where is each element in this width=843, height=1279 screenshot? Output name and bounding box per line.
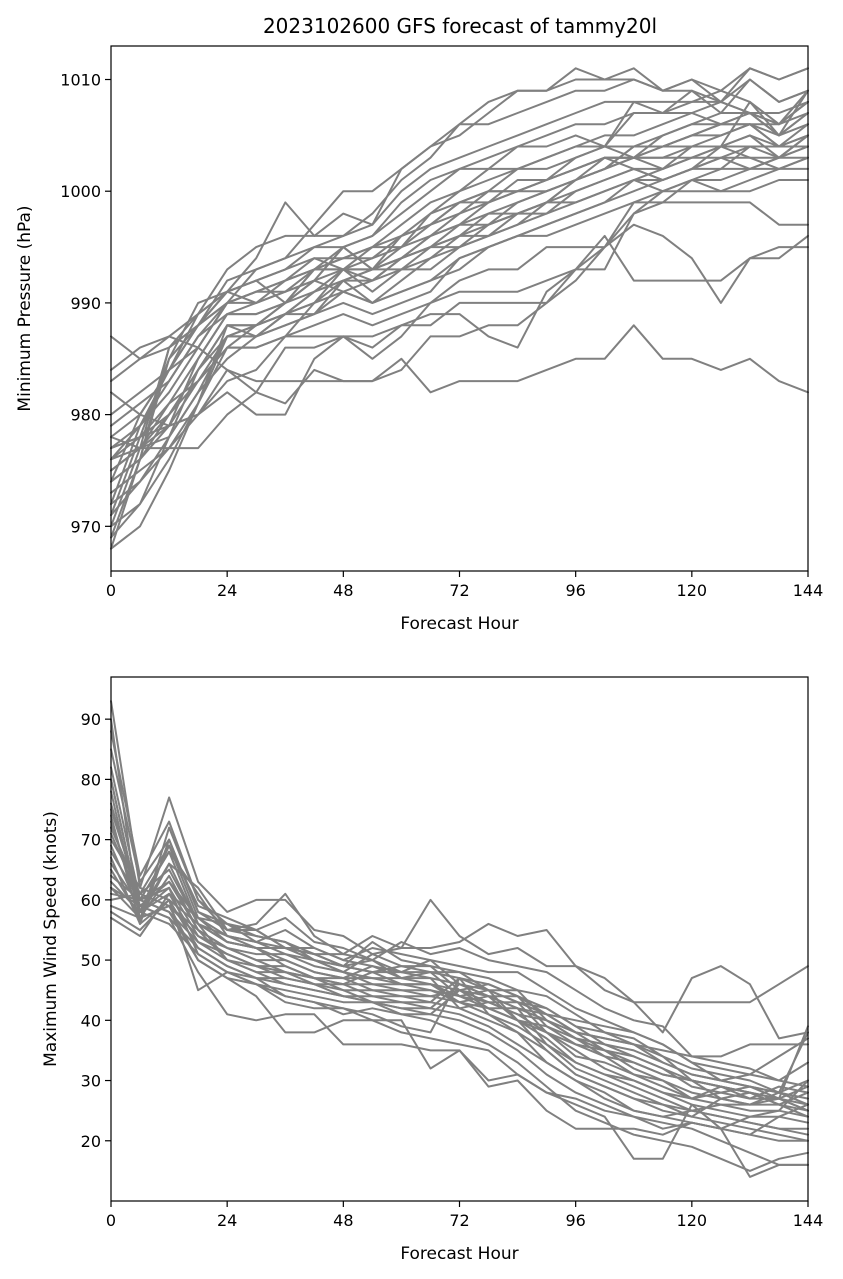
pressure-series-line-3 <box>110 223 809 450</box>
wind-series-line-25 <box>110 718 809 1100</box>
wind-x-tick-label: 120 <box>677 1211 708 1230</box>
pressure-series-line-31 <box>110 134 809 472</box>
pressure-y-axis-label: Minimum Pressure (hPa) <box>15 205 35 411</box>
pressure-series-line-25 <box>110 67 809 371</box>
figure-title: 2023102600 GFS forecast of tammy20l <box>263 14 657 38</box>
wind-series-line-28 <box>110 826 809 1082</box>
wind-series-line-29 <box>110 850 809 1094</box>
pressure-series-line-4 <box>110 201 809 472</box>
pressure-ticks-layer: 0 24 48 72 96 120 144 970 980 990 1000 1010 <box>60 71 823 600</box>
pressure-y-tick-label: 1010 <box>60 71 101 90</box>
wind-y-tick-label: 50 <box>81 951 101 970</box>
pressure-x-tick-label: 0 <box>106 581 116 600</box>
wind-y-tick-label: 60 <box>81 891 101 910</box>
pressure-x-axis-label: Forecast Hour <box>400 614 518 634</box>
pressure-x-tick-label: 48 <box>333 581 353 600</box>
wind-y-tick-label: 30 <box>81 1072 101 1091</box>
pressure-x-tick-label: 72 <box>449 581 469 600</box>
wind-ticks-layer: 0 24 48 72 96 120 144 20 30 40 50 60 70 80 90 <box>81 710 824 1230</box>
pressure-series-line-23 <box>110 78 809 550</box>
wind-x-axis-label: Forecast Hour <box>400 1244 518 1264</box>
pressure-x-tick-label: 24 <box>217 581 237 600</box>
pressure-y-tick-label: 970 <box>70 517 101 536</box>
pressure-series-line-18 <box>110 100 809 461</box>
wind-series-line-4 <box>110 766 809 1088</box>
wind-y-axis-label: Maximum Wind Speed (knots) <box>41 811 61 1067</box>
pressure-series-line-20 <box>110 112 809 505</box>
pressure-series-line-11 <box>110 134 809 483</box>
pressure-y-tick-label: 1000 <box>60 182 101 201</box>
wind-y-tick-label: 70 <box>81 831 101 850</box>
wind-y-tick-label: 90 <box>81 710 101 729</box>
wind-x-tick-label: 48 <box>333 1211 353 1230</box>
wind-chart: 0 24 48 72 96 120 144 20 30 40 50 60 70 80 90 Forecast… <box>41 676 824 1264</box>
wind-x-tick-label: 96 <box>565 1211 585 1230</box>
wind-series-line-6 <box>110 790 809 1112</box>
wind-series-layer <box>110 700 809 1178</box>
wind-plot-frame <box>110 676 809 1202</box>
pressure-x-tick-label: 120 <box>677 581 708 600</box>
pressure-y-tick-label: 980 <box>70 406 101 425</box>
wind-x-tick-label: 24 <box>217 1211 237 1230</box>
pressure-series-line-21 <box>110 89 809 528</box>
wind-series-line-18 <box>110 880 809 1136</box>
wind-y-tick-label: 20 <box>81 1132 101 1151</box>
pressure-y-tick-label: 990 <box>70 294 101 313</box>
pressure-series-line-16 <box>110 100 809 427</box>
pressure-series-line-26 <box>110 67 809 383</box>
wind-series-line-1 <box>110 700 809 1004</box>
pressure-x-tick-label: 144 <box>793 581 824 600</box>
pressure-x-tick-label: 96 <box>565 581 585 600</box>
pressure-series-line-30 <box>110 134 809 483</box>
wind-series-line-30 <box>110 862 809 1100</box>
wind-x-tick-label: 0 <box>106 1211 116 1230</box>
wind-y-tick-label: 80 <box>81 770 101 789</box>
pressure-chart: 0 24 48 72 96 120 144 970 980 990 1000 1010 Forecas… <box>15 45 823 634</box>
wind-series-line-22 <box>110 904 809 1100</box>
pressure-series-layer <box>110 67 809 550</box>
wind-series-line-3 <box>110 748 809 1058</box>
wind-x-tick-label: 144 <box>793 1211 824 1230</box>
wind-x-tick-label: 72 <box>449 1211 469 1230</box>
wind-series-line-2 <box>110 730 809 1040</box>
wind-y-tick-label: 40 <box>81 1011 101 1030</box>
wind-series-line-26 <box>110 778 809 1094</box>
pressure-series-line-2 <box>110 234 809 427</box>
